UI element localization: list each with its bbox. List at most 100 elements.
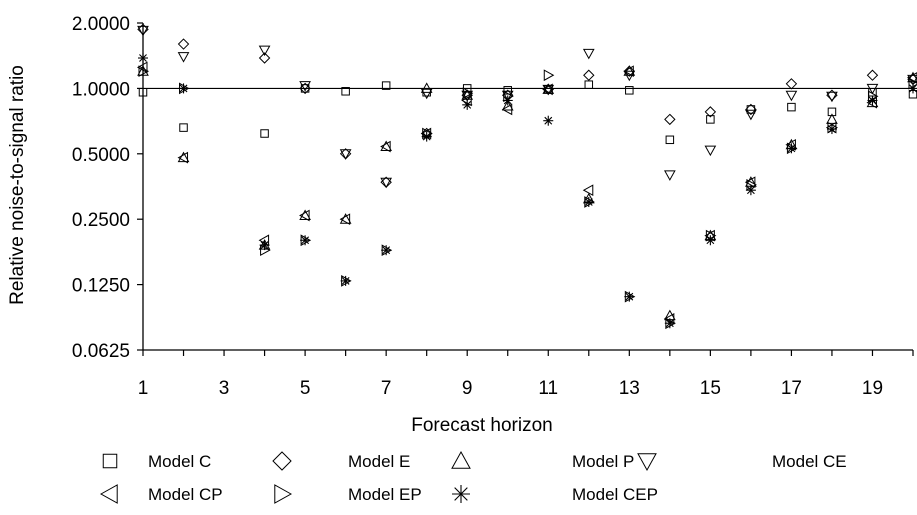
model-e-point	[177, 38, 190, 50]
model-cep-point	[300, 235, 311, 246]
model-c-point	[625, 86, 634, 95]
model-e-point	[704, 106, 717, 118]
x-tick-label: 3	[219, 378, 230, 399]
model-p-point	[420, 82, 433, 93]
model-cp-point	[299, 209, 310, 222]
model-c-point	[300, 84, 310, 93]
x-tick-label: 15	[700, 378, 721, 399]
model-ce-point	[826, 91, 838, 103]
model-c-point	[341, 87, 350, 96]
model-ce-point	[663, 170, 676, 181]
legend-model-ep-icon	[274, 484, 293, 504]
model-ce-point	[704, 145, 717, 157]
model-p-point	[866, 96, 879, 108]
model-cep-point	[138, 53, 148, 64]
model-ep-point	[138, 65, 150, 78]
model-cep-point	[908, 83, 917, 94]
y-tick-label: 0.1250	[72, 276, 130, 297]
model-cep-point	[340, 275, 351, 286]
model-cep-point	[826, 124, 837, 135]
model-c-point	[584, 80, 594, 89]
model-ce-point	[420, 88, 433, 100]
model-p-point	[299, 209, 311, 220]
x-axis-ticks: 1 3 5 7 9 11 13 15 17 19	[138, 350, 914, 399]
model-c-point	[665, 135, 675, 145]
model-ce-point	[785, 90, 798, 102]
model-ep-point	[462, 87, 474, 100]
model-p-point	[380, 140, 393, 152]
model-cp-point	[339, 213, 351, 226]
model-cep-point	[705, 235, 716, 246]
x-tick-label: 17	[781, 378, 802, 399]
y-tick-label: 2.0000	[72, 14, 130, 35]
model-cp-point	[380, 140, 391, 153]
model-e-point	[745, 103, 757, 116]
model-c-point	[746, 105, 756, 114]
x-tick-label: 19	[862, 378, 883, 399]
model-cep-point	[259, 240, 270, 251]
model-c-point	[827, 107, 837, 117]
legend-model-p-icon	[451, 450, 471, 469]
model-cep-point	[381, 245, 392, 256]
model-cp-point	[623, 65, 634, 78]
model-c-point	[706, 115, 715, 124]
model-c-point	[381, 81, 391, 90]
model-ce-point	[177, 52, 190, 63]
legend-model-e-icon	[272, 451, 292, 471]
x-tick-label: 7	[381, 378, 392, 399]
model-cep-point	[664, 318, 675, 329]
model-p-point	[826, 113, 838, 124]
model-e-point	[258, 52, 271, 64]
model-cep-point	[583, 196, 594, 207]
y-tick-label: 0.0625	[72, 341, 130, 362]
model-cep-point	[462, 99, 473, 110]
y-tick-label: 1.0000	[72, 79, 130, 100]
axes	[142, 23, 913, 351]
y-tick-label: 0.2500	[72, 210, 130, 231]
legend-model-ep-label: Model EP	[348, 485, 422, 504]
model-cep-point	[543, 115, 554, 126]
x-tick-label: 9	[462, 378, 473, 399]
legend-model-cep-label: Model CEP	[572, 485, 658, 504]
model-p-point	[177, 151, 190, 163]
legend-model-c-label: Model C	[148, 452, 211, 471]
legend-model-p-label: Model P	[572, 452, 634, 471]
model-ep-point	[543, 69, 555, 82]
x-tick-label: 1	[138, 378, 149, 399]
model-cp-point	[744, 176, 756, 189]
model-cep-point	[745, 185, 756, 196]
x-tick-label: 11	[538, 378, 558, 399]
model-e-point	[623, 65, 636, 77]
model-ce-point	[745, 109, 757, 121]
model-ce-point	[380, 177, 393, 189]
data-points	[136, 23, 917, 330]
model-p-point	[137, 65, 149, 76]
model-cp-point	[582, 184, 594, 197]
legend-model-cep-icon	[452, 485, 470, 503]
model-p-point	[623, 65, 636, 76]
model-ce-point	[137, 25, 149, 37]
model-ce-point	[258, 45, 271, 57]
model-ce-point	[299, 81, 311, 92]
legend: Model C Model E Model P Model CE Model CP Mod…	[99, 450, 847, 504]
model-cep-point	[624, 291, 635, 302]
model-c-point	[179, 123, 188, 132]
legend-model-ce-icon	[637, 453, 657, 472]
model-e-point	[583, 69, 595, 81]
model-ce-point	[542, 84, 555, 96]
legend-model-ce-label: Model CE	[772, 452, 847, 471]
model-cp-point	[177, 151, 189, 164]
legend-model-c-icon	[102, 453, 118, 469]
model-cep-point	[786, 143, 797, 154]
legend-model-cp-icon	[99, 484, 118, 504]
x-tick-label: 13	[619, 378, 640, 399]
model-ce-point	[582, 48, 595, 60]
model-p-point	[907, 71, 917, 83]
model-e-point	[664, 113, 676, 126]
model-c-point	[260, 129, 269, 138]
model-cp-point	[501, 103, 513, 116]
model-e-point	[785, 78, 798, 90]
y-axis-ticks: 2.0000 1.0000 0.5000 0.2500 0.1250 0.0625	[72, 14, 143, 362]
model-e-point	[866, 69, 879, 81]
model-cp-point	[542, 83, 553, 96]
